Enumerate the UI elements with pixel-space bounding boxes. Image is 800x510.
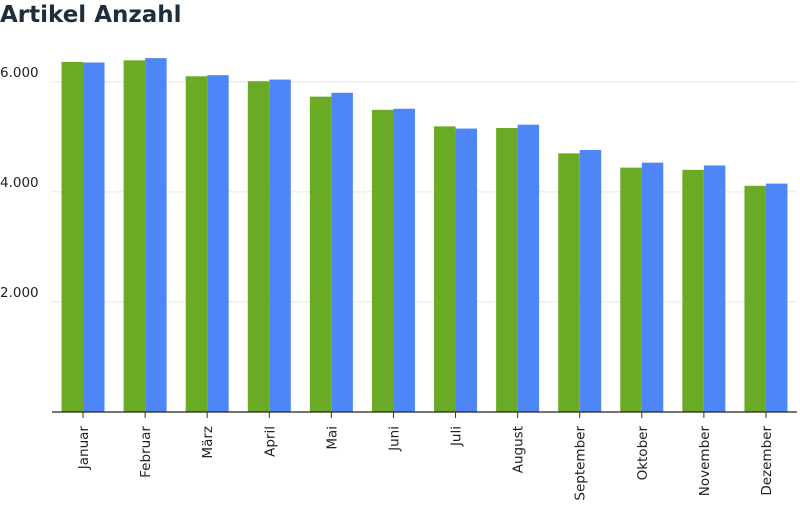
bar-1-januar <box>61 61 84 412</box>
bar-2-oktober <box>641 162 664 412</box>
chart-title: Artikel Anzahl <box>0 2 182 28</box>
y-axis-tick-labels: 2.000 4.000 6.000 <box>0 65 39 301</box>
bar-1-juli <box>434 126 456 412</box>
bar-1-juni <box>371 109 394 412</box>
x-tick-label: Januar <box>76 426 92 471</box>
x-tick-label: April <box>262 426 278 457</box>
bar-2-november <box>703 165 726 412</box>
x-tick-label: Juni <box>386 426 402 452</box>
bar-1-dezember <box>744 185 766 412</box>
y-tick-label: 4.000 <box>0 175 39 191</box>
bars <box>61 58 788 413</box>
bar-2-mai <box>331 92 353 412</box>
x-tick-label: September <box>573 426 589 501</box>
bar-2-märz <box>207 75 229 412</box>
y-tick-label: 2.000 <box>0 285 39 301</box>
x-tick-label: Juli <box>449 426 465 447</box>
x-tick-label: November <box>697 426 713 497</box>
bar-2-februar <box>145 58 167 412</box>
x-tick-label: Februar <box>138 426 154 478</box>
x-tick-label: Mai <box>324 426 340 450</box>
bar-2-september <box>579 150 602 412</box>
bar-1-august <box>496 128 518 412</box>
bar-2-januar <box>83 62 105 412</box>
bar-2-juni <box>393 108 415 412</box>
bar-2-april <box>269 79 291 412</box>
bar-2-august <box>517 124 540 412</box>
x-tick-label: Oktober <box>635 426 651 481</box>
gridlines <box>52 81 797 303</box>
x-tick-label: März <box>200 426 216 459</box>
bar-1-mai <box>309 96 332 413</box>
bar-1-april <box>247 81 270 412</box>
x-axis-tick-labels: Januar Februar März April Mai Juni Juli August S… <box>76 412 775 501</box>
y-tick-label: 6.000 <box>0 65 39 81</box>
bar-1-februar <box>123 60 146 412</box>
bar-1-märz <box>185 76 208 412</box>
x-tick-label: August <box>511 426 527 473</box>
bar-1-oktober <box>620 167 642 412</box>
x-tick-label: Dezember <box>759 426 775 496</box>
bar-2-juli <box>455 128 478 412</box>
bar-1-november <box>682 169 704 412</box>
bar-1-september <box>558 153 580 412</box>
bar-2-dezember <box>765 183 788 412</box>
